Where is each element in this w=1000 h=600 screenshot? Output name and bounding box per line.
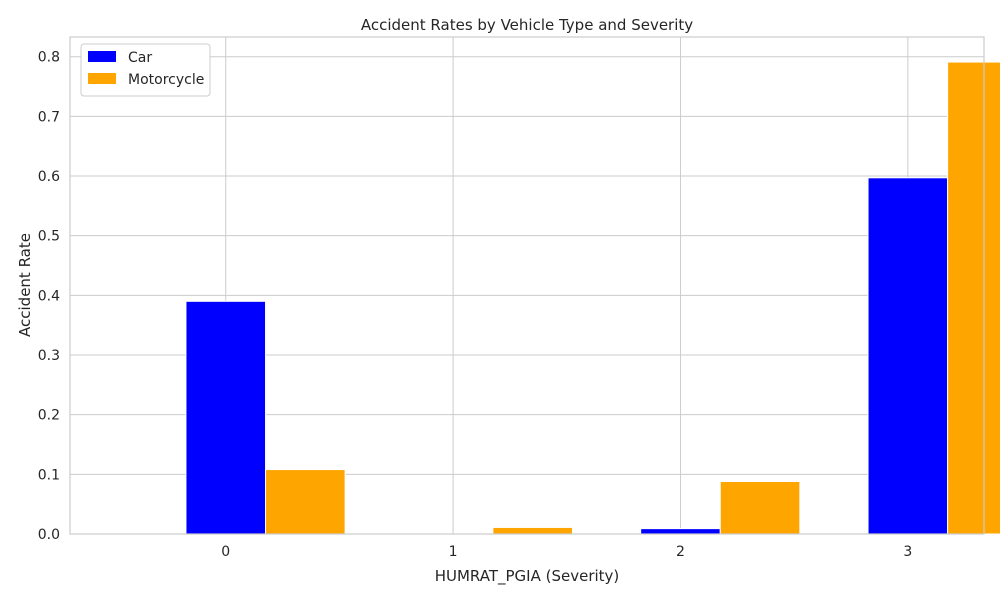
legend: Car Motorcycle	[80, 43, 211, 97]
y-tick-label: 0.7	[38, 109, 60, 125]
bar-motorcycle-0	[265, 469, 346, 535]
bars	[185, 61, 1000, 535]
y-tick-label: 0.8	[38, 50, 60, 66]
y-axis-label: Accident Rate	[16, 233, 34, 337]
legend-swatch-car	[88, 51, 116, 62]
bar-car-2	[640, 528, 721, 535]
x-axis-label: HUMRAT_PGIA (Severity)	[435, 567, 620, 586]
x-tick-label: 0	[221, 544, 230, 560]
y-tick-label: 0.6	[38, 169, 60, 185]
legend-label-motorcycle: Motorcycle	[128, 72, 204, 88]
y-tick-label: 0.0	[38, 527, 60, 543]
y-tick-label: 0.3	[38, 348, 60, 364]
ticks: 0.0 0.1 0.2 0.3 0.4 0.5 0.6 0.7 0.8 0 1 2 3	[38, 50, 913, 560]
y-tick-label: 0.4	[38, 288, 60, 304]
bar-motorcycle-3	[947, 61, 1000, 535]
y-tick-label: 0.5	[38, 229, 60, 245]
x-tick-label: 1	[449, 544, 458, 560]
x-tick-label: 3	[903, 544, 912, 560]
bar-car-0	[185, 300, 267, 535]
plot-frame	[69, 36, 985, 535]
x-tick-label: 2	[676, 544, 685, 560]
legend-label-car: Car	[128, 50, 152, 66]
y-tick-label: 0.2	[38, 408, 60, 424]
bar-motorcycle-1	[492, 526, 573, 535]
legend-swatch-motorcycle	[88, 73, 116, 84]
bar-motorcycle-2	[719, 480, 801, 535]
chart-title: Accident Rates by Vehicle Type and Sever…	[361, 16, 693, 34]
y-tick-label: 0.1	[38, 467, 60, 483]
bar-car-3	[867, 177, 949, 535]
